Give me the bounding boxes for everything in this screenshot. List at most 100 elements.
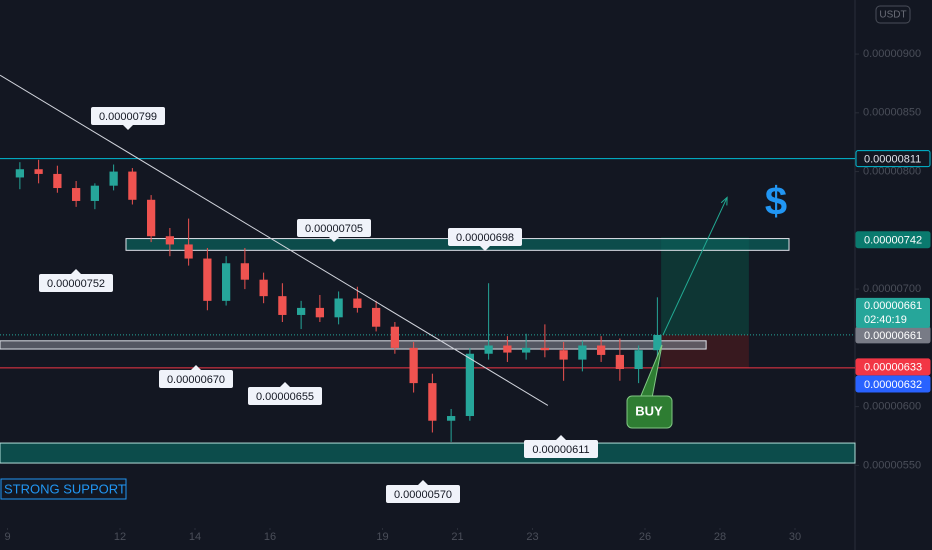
candle-body bbox=[15, 169, 24, 178]
annotation: 0.00000799 bbox=[99, 111, 157, 123]
x-tick-label: 9 bbox=[4, 531, 10, 543]
candle-body bbox=[297, 307, 306, 315]
candle-body bbox=[428, 383, 437, 421]
annotation: 0.00000611 bbox=[532, 444, 589, 456]
candle-body bbox=[109, 171, 118, 186]
candle-body bbox=[390, 326, 399, 348]
y-tick-label: 0.00000700 bbox=[863, 283, 921, 295]
level-label: 0.00000742 bbox=[864, 235, 922, 247]
candle-body bbox=[409, 347, 418, 384]
y-tick-label: 0.00000550 bbox=[863, 459, 921, 471]
annotation-pointer bbox=[71, 269, 81, 274]
candle-body bbox=[578, 345, 587, 360]
level-label: 0.00000633 bbox=[864, 362, 922, 374]
support-box bbox=[0, 478, 127, 500]
candle-body bbox=[653, 334, 662, 351]
candle-body bbox=[165, 236, 174, 245]
candle-body bbox=[465, 353, 474, 417]
candle-body bbox=[128, 171, 137, 200]
last-price-box bbox=[856, 297, 930, 328]
y-tick-label: 0.00000600 bbox=[863, 401, 921, 413]
candle-body bbox=[184, 244, 193, 259]
x-tick-label: 23 bbox=[526, 531, 538, 543]
candle-body bbox=[559, 350, 568, 360]
annotation-pointer bbox=[329, 237, 339, 242]
currency: USDT bbox=[879, 10, 906, 21]
stop-zone bbox=[661, 334, 749, 368]
zone bbox=[0, 340, 707, 350]
buy-box bbox=[626, 395, 673, 429]
level-label: 0.00000632 bbox=[864, 379, 922, 391]
x-tick-label: 16 bbox=[264, 531, 276, 543]
level-label: 0.00000661 bbox=[864, 330, 922, 342]
y-tick-label: 0.00000900 bbox=[863, 48, 921, 60]
x-tick-label: 21 bbox=[451, 531, 463, 543]
level-label-box bbox=[855, 150, 931, 168]
candle-body bbox=[240, 263, 249, 280]
annotation-box bbox=[159, 370, 233, 388]
level-label-box bbox=[855, 231, 931, 249]
x-tick-label: 28 bbox=[714, 531, 726, 543]
candle-body bbox=[334, 298, 343, 318]
annotation: 0.00000752 bbox=[47, 278, 105, 290]
annotation-pointer bbox=[556, 435, 566, 440]
dollar-icon: $ bbox=[765, 180, 787, 224]
annotation-box bbox=[91, 107, 165, 125]
trendline bbox=[0, 74, 549, 406]
annotation-box bbox=[448, 228, 522, 246]
candle-body bbox=[222, 263, 231, 301]
annotation: 0.00000570 bbox=[394, 489, 452, 501]
arrow bbox=[662, 197, 728, 336]
candle-body bbox=[597, 345, 606, 355]
annotation-pointer bbox=[418, 480, 428, 485]
annotation-box bbox=[524, 440, 598, 458]
annotation-pointer bbox=[191, 365, 201, 370]
candle-body bbox=[447, 416, 456, 421]
candle-body bbox=[503, 345, 512, 353]
last-price-label: 0.00000661 bbox=[864, 300, 922, 312]
candle-body bbox=[53, 173, 62, 189]
annotation-box bbox=[297, 219, 371, 237]
annotation-box bbox=[39, 274, 113, 292]
candle-body bbox=[72, 188, 81, 201]
support-label: STRONG SUPPORT bbox=[4, 481, 126, 496]
x-tick-label: 12 bbox=[114, 531, 126, 543]
candle-body bbox=[203, 258, 212, 301]
annotation: 0.00000698 bbox=[456, 232, 514, 244]
x-tick-label: 14 bbox=[189, 531, 201, 543]
annotation: 0.00000705 bbox=[305, 223, 363, 235]
candle-body bbox=[615, 354, 624, 370]
annotation-box bbox=[386, 485, 460, 503]
arrow-head bbox=[720, 196, 728, 206]
y-tick-label: 0.00000850 bbox=[863, 107, 921, 119]
x-tick-label: 26 bbox=[639, 531, 651, 543]
candle-body bbox=[634, 350, 643, 370]
y-tick-label: 0.00000800 bbox=[863, 165, 921, 177]
target-zone bbox=[661, 237, 749, 335]
annotation: 0.00000655 bbox=[256, 391, 314, 403]
x-tick-label: 30 bbox=[789, 531, 801, 543]
candle-body bbox=[90, 185, 99, 201]
candle-body bbox=[353, 298, 362, 308]
level-label-box bbox=[855, 358, 931, 376]
annotation-pointer bbox=[123, 125, 133, 130]
x-tick-label: 19 bbox=[376, 531, 388, 543]
candle-body bbox=[278, 296, 287, 315]
candle-body bbox=[522, 347, 531, 353]
buy-label: BUY bbox=[635, 403, 663, 418]
zone bbox=[0, 442, 856, 464]
level-label-box bbox=[855, 375, 931, 393]
annotation-box bbox=[248, 387, 322, 405]
currency-box bbox=[875, 5, 911, 24]
annotation-pointer bbox=[480, 246, 490, 251]
annotation-pointer bbox=[280, 382, 290, 387]
candle-body bbox=[540, 347, 549, 351]
candle-body bbox=[259, 279, 268, 297]
candle-body bbox=[315, 307, 324, 318]
candle-body bbox=[34, 169, 43, 174]
level-label: 0.00000811 bbox=[864, 154, 921, 166]
countdown: 02:40:19 bbox=[864, 314, 907, 326]
candle-body bbox=[484, 345, 493, 354]
